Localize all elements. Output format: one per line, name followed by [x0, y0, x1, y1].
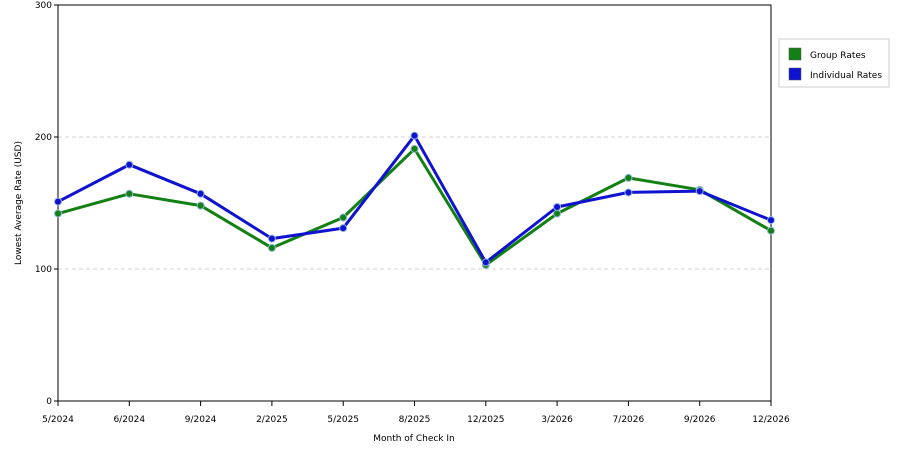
- x-tick-label: 5/2025: [327, 415, 359, 425]
- x-tick-label: 3/2026: [541, 415, 573, 425]
- data-point: [553, 202, 562, 211]
- data-point: [196, 189, 205, 198]
- data-point: [624, 188, 633, 197]
- data-point: [54, 197, 62, 206]
- x-tick-label: 9/2026: [684, 415, 716, 425]
- series-group: [54, 131, 775, 270]
- y-tick-label: 200: [35, 133, 52, 143]
- y-tick-label: 300: [35, 1, 52, 11]
- x-tick-label: 5/2024: [42, 415, 74, 425]
- y-tick-label: 100: [35, 265, 52, 275]
- data-point: [624, 173, 633, 182]
- x-tick-label: 12/2025: [467, 415, 504, 425]
- y-axis-title: Lowest Average Rate (USD): [14, 141, 24, 265]
- data-point: [481, 258, 490, 267]
- plot-frame: [57, 4, 772, 402]
- data-point: [54, 209, 62, 218]
- data-point: [196, 201, 205, 210]
- x-tick-label: 6/2024: [113, 415, 145, 425]
- x-axis-title: Month of Check In: [373, 434, 455, 444]
- data-point: [695, 187, 704, 196]
- legend-swatch: [788, 47, 802, 61]
- y-tick-label: 0: [46, 397, 52, 407]
- data-point: [267, 243, 276, 252]
- legend-swatch: [788, 67, 802, 81]
- grid: [58, 136, 771, 270]
- legend-label: Group Rates: [810, 51, 866, 61]
- axes: 0 100 200 300 5/2024 6/2024 9/2024 2/2025 5/2025…: [35, 1, 790, 425]
- series-2: [54, 131, 775, 267]
- data-point: [339, 224, 348, 233]
- data-point: [410, 131, 419, 140]
- x-tick-label: 8/2025: [399, 415, 431, 425]
- x-tick-label: 12/2026: [752, 415, 790, 425]
- data-point: [125, 189, 134, 198]
- data-point: [553, 209, 562, 218]
- data-point: [410, 144, 419, 153]
- x-tick-label: 7/2026: [613, 415, 645, 425]
- legend-label: Individual Rates: [810, 71, 882, 81]
- series-1: [54, 144, 775, 270]
- legend: Group Rates Individual Rates: [778, 38, 890, 88]
- x-tick-label: 2/2025: [256, 415, 288, 425]
- data-point: [339, 213, 348, 222]
- x-tick-label: 9/2024: [185, 415, 217, 425]
- data-point: [767, 216, 775, 225]
- series-line: [57, 147, 772, 267]
- data-point: [267, 234, 276, 243]
- data-point: [767, 226, 775, 235]
- data-point: [125, 160, 134, 169]
